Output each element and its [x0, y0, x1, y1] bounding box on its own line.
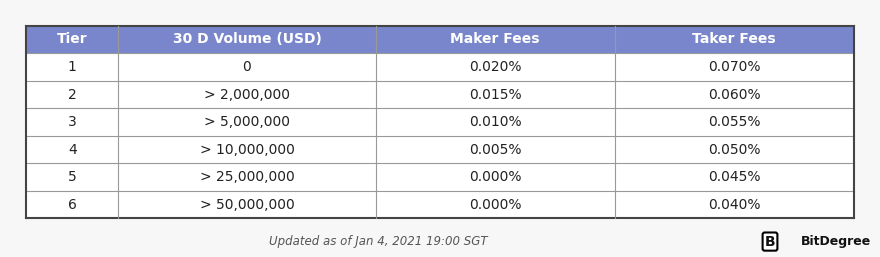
Bar — [614, 136, 854, 163]
Text: 0.070%: 0.070% — [708, 60, 760, 74]
Bar — [376, 136, 614, 163]
Text: Tier: Tier — [57, 32, 88, 47]
Text: B: B — [765, 235, 775, 249]
Text: Taker Fees: Taker Fees — [693, 32, 776, 47]
Text: Maker Fees: Maker Fees — [451, 32, 540, 47]
Text: 4: 4 — [68, 143, 77, 157]
Text: Updated as of Jan 4, 2021 19:00 SGT: Updated as of Jan 4, 2021 19:00 SGT — [269, 235, 488, 248]
Text: 0.060%: 0.060% — [708, 88, 760, 102]
Bar — [26, 136, 118, 163]
Text: 2: 2 — [68, 88, 77, 102]
Text: 6: 6 — [68, 198, 77, 212]
Bar — [26, 108, 118, 136]
Text: 5: 5 — [68, 170, 77, 184]
Bar — [26, 81, 118, 108]
Bar — [614, 81, 854, 108]
Text: 0.000%: 0.000% — [469, 198, 521, 212]
Bar — [376, 191, 614, 218]
Text: 0.055%: 0.055% — [708, 115, 760, 129]
Bar — [376, 108, 614, 136]
Bar — [376, 81, 614, 108]
Text: 0.020%: 0.020% — [469, 60, 521, 74]
Bar — [614, 191, 854, 218]
Text: 0.015%: 0.015% — [469, 88, 522, 102]
Text: 30 D Volume (USD): 30 D Volume (USD) — [172, 32, 321, 47]
Text: 0.010%: 0.010% — [469, 115, 522, 129]
Bar — [118, 108, 376, 136]
Text: > 10,000,000: > 10,000,000 — [200, 143, 295, 157]
Text: > 50,000,000: > 50,000,000 — [200, 198, 295, 212]
Bar — [614, 26, 854, 53]
Bar — [614, 108, 854, 136]
Bar — [376, 26, 614, 53]
Text: BitDegree: BitDegree — [801, 235, 871, 248]
Bar — [26, 26, 118, 53]
Text: 1: 1 — [68, 60, 77, 74]
Bar — [614, 53, 854, 81]
Text: > 5,000,000: > 5,000,000 — [204, 115, 290, 129]
Bar — [118, 136, 376, 163]
Bar — [118, 163, 376, 191]
Bar — [376, 53, 614, 81]
Text: 0.050%: 0.050% — [708, 143, 760, 157]
Text: 0: 0 — [243, 60, 252, 74]
Text: 0.045%: 0.045% — [708, 170, 760, 184]
Bar — [118, 81, 376, 108]
Bar — [26, 191, 118, 218]
Bar — [376, 163, 614, 191]
Text: 0.040%: 0.040% — [708, 198, 760, 212]
Bar — [26, 163, 118, 191]
Bar — [118, 191, 376, 218]
Text: 3: 3 — [68, 115, 77, 129]
Bar — [118, 26, 376, 53]
Text: 0.005%: 0.005% — [469, 143, 521, 157]
Bar — [614, 163, 854, 191]
Text: 0.000%: 0.000% — [469, 170, 521, 184]
Text: > 2,000,000: > 2,000,000 — [204, 88, 290, 102]
Text: > 25,000,000: > 25,000,000 — [200, 170, 295, 184]
Bar — [118, 53, 376, 81]
Bar — [26, 53, 118, 81]
